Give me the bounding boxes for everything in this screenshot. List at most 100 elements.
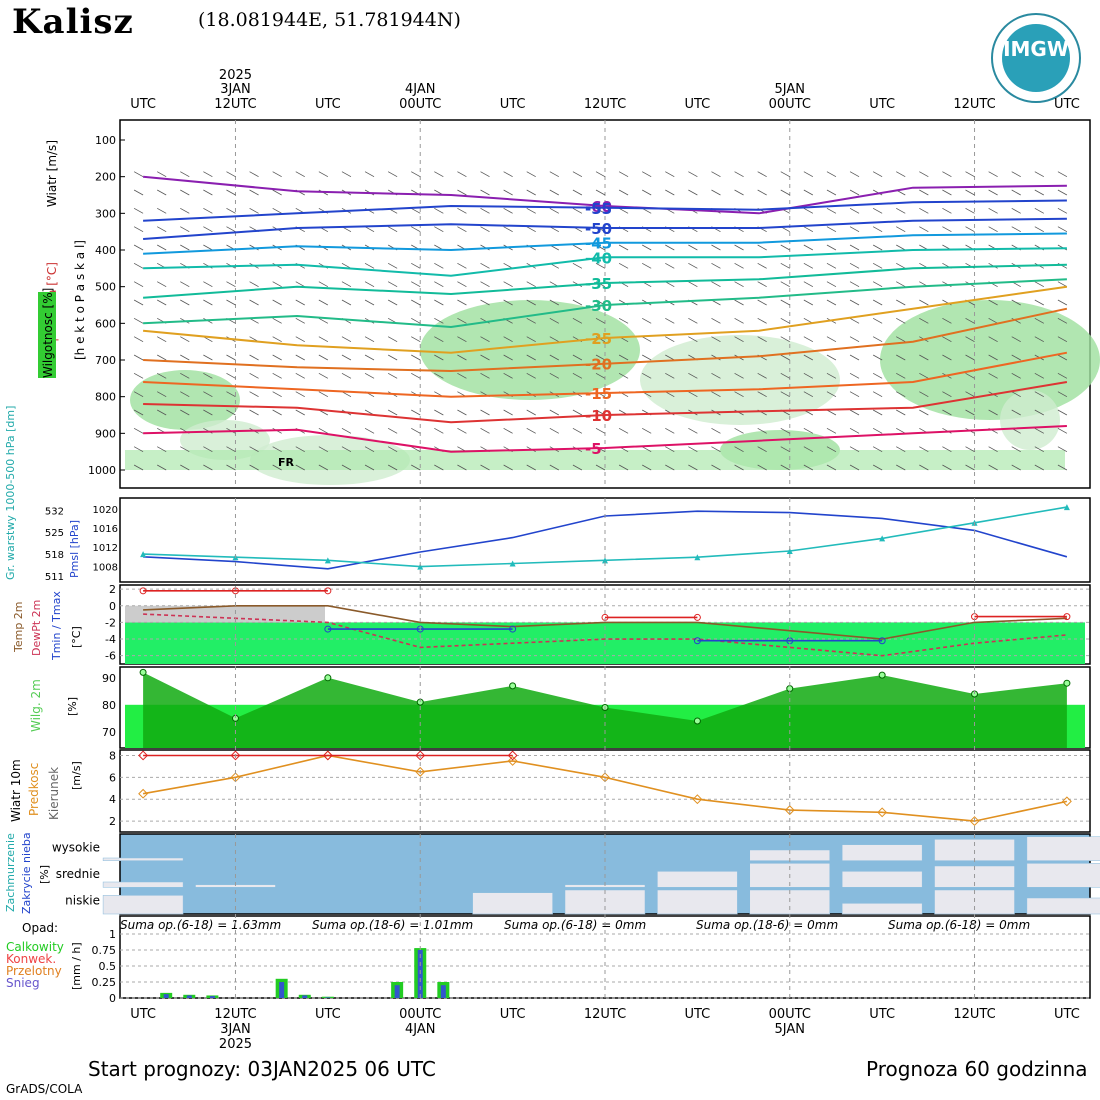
wind-barb — [272, 409, 282, 416]
precip-bar — [209, 996, 215, 998]
wind-barb — [434, 354, 444, 361]
dewpt-label: DewPt 2m — [30, 600, 43, 656]
wind-barb — [526, 207, 536, 214]
thickness-tick-label: 518 — [45, 550, 64, 561]
cloud-bar — [841, 871, 923, 888]
wind-barb — [826, 336, 837, 343]
wind-barb — [919, 464, 929, 471]
wind-barb — [849, 262, 860, 269]
wind-barb — [572, 189, 583, 196]
wind-barb — [295, 281, 305, 288]
wind-tick-label: 8 — [109, 749, 116, 762]
wind-barb — [180, 299, 190, 306]
bottom-time-label: 00UTC — [399, 1007, 441, 1022]
wind-barb — [133, 281, 144, 288]
temp-marker — [324, 625, 332, 633]
wind-barb — [595, 207, 606, 214]
wind-barb — [641, 317, 652, 324]
humidity-axis-label: Wilgotnosc [%] — [41, 288, 55, 378]
cloud-bar — [841, 844, 923, 861]
wind-barb — [364, 281, 375, 288]
wind-barb — [480, 207, 490, 214]
wind-barb — [780, 189, 790, 196]
wind-barb — [896, 244, 906, 251]
wind-barb — [757, 281, 767, 288]
wind-barb — [249, 207, 259, 214]
pmsl-tick-label: 1012 — [93, 543, 118, 554]
thickness-marker — [324, 557, 331, 564]
wind-barb — [780, 446, 790, 453]
wind-barb — [734, 244, 744, 251]
wind-barb — [618, 464, 629, 471]
precip-sum: Suma op.(6-18) = 1.63mm — [120, 918, 281, 932]
wind-barb — [364, 226, 375, 233]
wind-barb — [1034, 171, 1045, 178]
wind-barb — [249, 391, 259, 398]
wind-barb — [849, 189, 860, 196]
precip-tick-label: 0 — [109, 992, 116, 1005]
wind-barb — [711, 446, 721, 453]
isotherm-label: -50 — [585, 220, 612, 238]
wind-barb — [272, 281, 282, 288]
wind-barb — [803, 464, 814, 471]
wind-barb — [803, 171, 814, 178]
top-year-label: 2025 — [219, 68, 252, 83]
temp-fill — [125, 605, 325, 623]
humidity-marker — [509, 682, 517, 690]
wind-barb — [965, 336, 975, 343]
wind-barb — [457, 299, 467, 306]
cloud-level-label: niskie — [65, 894, 100, 908]
wind-barb — [826, 409, 837, 416]
wind-barb — [341, 336, 352, 343]
top-utc-label: UTC — [869, 97, 895, 112]
precip-bar — [279, 982, 285, 998]
wind-barb — [595, 427, 606, 434]
wind-barb — [595, 244, 606, 251]
wind-barb — [526, 281, 536, 288]
wind-barb — [480, 409, 490, 416]
wind-barb — [641, 354, 652, 361]
wind-tick-label: 4 — [109, 793, 116, 806]
wind-barb — [457, 427, 467, 434]
wind-barb — [1011, 336, 1021, 343]
wind-barb — [665, 336, 675, 343]
wind-barb — [1034, 281, 1045, 288]
wind-barb — [757, 391, 767, 398]
humidity-marker — [324, 674, 332, 682]
wind-barb — [919, 226, 929, 233]
wind-barb — [757, 189, 767, 196]
top-utc-label: UTC — [500, 97, 526, 112]
wind-barb — [849, 372, 860, 379]
wind-barb — [896, 409, 906, 416]
wind10-label: Wiatr 10m — [9, 759, 23, 822]
wind-barb — [665, 354, 675, 361]
wind-barb — [872, 207, 883, 214]
precip-sum: Suma op.(18-6) = 1.01mm — [312, 918, 473, 932]
wind-barb — [988, 171, 998, 178]
wind-barb — [180, 391, 190, 398]
wind-barb — [618, 372, 629, 379]
wind-barb — [156, 409, 167, 416]
forecast-length: Prognoza 60 godzinna — [866, 1057, 1088, 1081]
wind-barb — [133, 446, 144, 453]
wind-marker — [138, 750, 149, 761]
isotherm-line — [143, 278, 1067, 329]
temp-unit: [°C] — [70, 626, 83, 648]
wind-barb — [364, 446, 375, 453]
wind-barb — [434, 317, 444, 324]
wind-line — [142, 754, 1068, 822]
temp-marker — [693, 637, 701, 645]
precip-tick-label: 0.25 — [92, 976, 117, 989]
temp-tick-label: 0 — [109, 600, 116, 613]
precip-tick-label: 0.75 — [92, 944, 117, 957]
wind-barb — [549, 427, 560, 434]
top-time-label: 12UTC — [953, 97, 995, 112]
wind-barb — [826, 171, 837, 178]
wind-barb — [503, 354, 513, 361]
wind-barb — [341, 446, 352, 453]
wind-barb — [872, 244, 883, 251]
wind-barb — [688, 464, 698, 471]
wind-barb — [1034, 226, 1045, 233]
wind-barb — [480, 171, 490, 178]
